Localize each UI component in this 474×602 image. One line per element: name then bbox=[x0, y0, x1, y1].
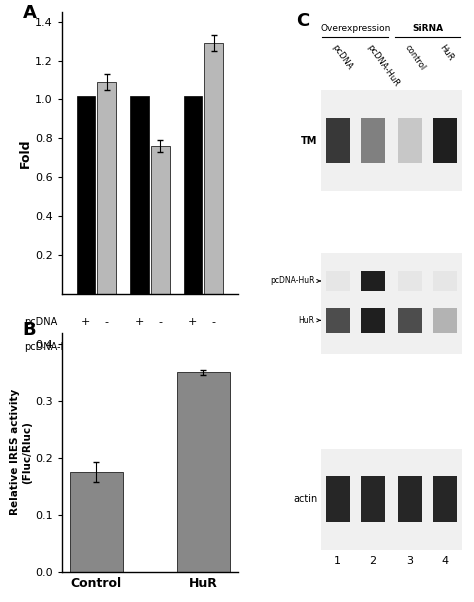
Bar bbox=[77, 96, 95, 294]
Text: Overexpression: Overexpression bbox=[320, 24, 391, 33]
Bar bbox=[183, 96, 202, 294]
Text: actin: actin bbox=[293, 494, 318, 504]
Y-axis label: Fold: Fold bbox=[19, 138, 32, 167]
Text: HuR: HuR bbox=[438, 43, 456, 63]
Text: control: control bbox=[402, 43, 427, 72]
Bar bbox=[433, 476, 457, 522]
Bar bbox=[361, 308, 385, 333]
Text: -: - bbox=[191, 342, 195, 352]
Bar bbox=[433, 308, 457, 333]
Bar bbox=[398, 476, 422, 522]
Text: pcDNA-HuR: pcDNA-HuR bbox=[25, 342, 82, 352]
Bar bbox=[326, 308, 350, 333]
Bar bbox=[321, 90, 462, 191]
Text: pcDNA-HuR: pcDNA-HuR bbox=[365, 43, 401, 88]
Bar bbox=[70, 472, 123, 572]
Text: +: + bbox=[155, 342, 165, 352]
Bar bbox=[326, 476, 350, 522]
Text: HuR: HuR bbox=[299, 316, 320, 325]
Text: -: - bbox=[84, 342, 88, 352]
Text: 4: 4 bbox=[442, 556, 449, 566]
Text: +: + bbox=[209, 342, 219, 352]
Text: -: - bbox=[105, 317, 109, 327]
Text: 1: 1 bbox=[334, 556, 341, 566]
Bar bbox=[361, 271, 385, 291]
Bar bbox=[177, 373, 230, 572]
Bar bbox=[398, 271, 422, 291]
Text: -: - bbox=[137, 342, 141, 352]
Text: +: + bbox=[102, 342, 111, 352]
Text: 2: 2 bbox=[369, 556, 376, 566]
Text: +: + bbox=[135, 317, 144, 327]
Text: C: C bbox=[296, 12, 309, 30]
Bar bbox=[433, 118, 457, 164]
Text: +: + bbox=[188, 317, 198, 327]
Bar bbox=[98, 82, 116, 294]
Bar bbox=[326, 271, 350, 291]
Text: -: - bbox=[212, 317, 216, 327]
Text: -: - bbox=[158, 317, 162, 327]
Bar bbox=[130, 96, 149, 294]
Text: +: + bbox=[81, 317, 91, 327]
Text: pcDNA: pcDNA bbox=[330, 43, 354, 72]
Text: A: A bbox=[23, 4, 36, 22]
Bar bbox=[398, 308, 422, 333]
Bar bbox=[361, 476, 385, 522]
Text: B: B bbox=[23, 321, 36, 339]
Text: pcDNA: pcDNA bbox=[25, 317, 58, 327]
Text: SiRNA: SiRNA bbox=[412, 24, 443, 33]
Bar bbox=[321, 448, 462, 550]
Bar bbox=[398, 118, 422, 164]
Text: TM: TM bbox=[301, 136, 318, 146]
Bar bbox=[321, 253, 462, 353]
Bar bbox=[204, 43, 223, 294]
Text: pRTMF: pRTMF bbox=[132, 395, 167, 405]
Bar bbox=[361, 118, 385, 164]
Y-axis label: Relative IRES activity
(Fluc/Rluc): Relative IRES activity (Fluc/Rluc) bbox=[10, 389, 32, 515]
Text: pRF: pRF bbox=[86, 395, 106, 405]
Text: pcDNA-HuR: pcDNA-HuR bbox=[270, 276, 320, 285]
Bar bbox=[151, 146, 170, 294]
Text: 3: 3 bbox=[406, 556, 413, 566]
Text: pRHRVF: pRHRVF bbox=[182, 395, 224, 405]
Bar bbox=[326, 118, 350, 164]
Bar bbox=[433, 271, 457, 291]
